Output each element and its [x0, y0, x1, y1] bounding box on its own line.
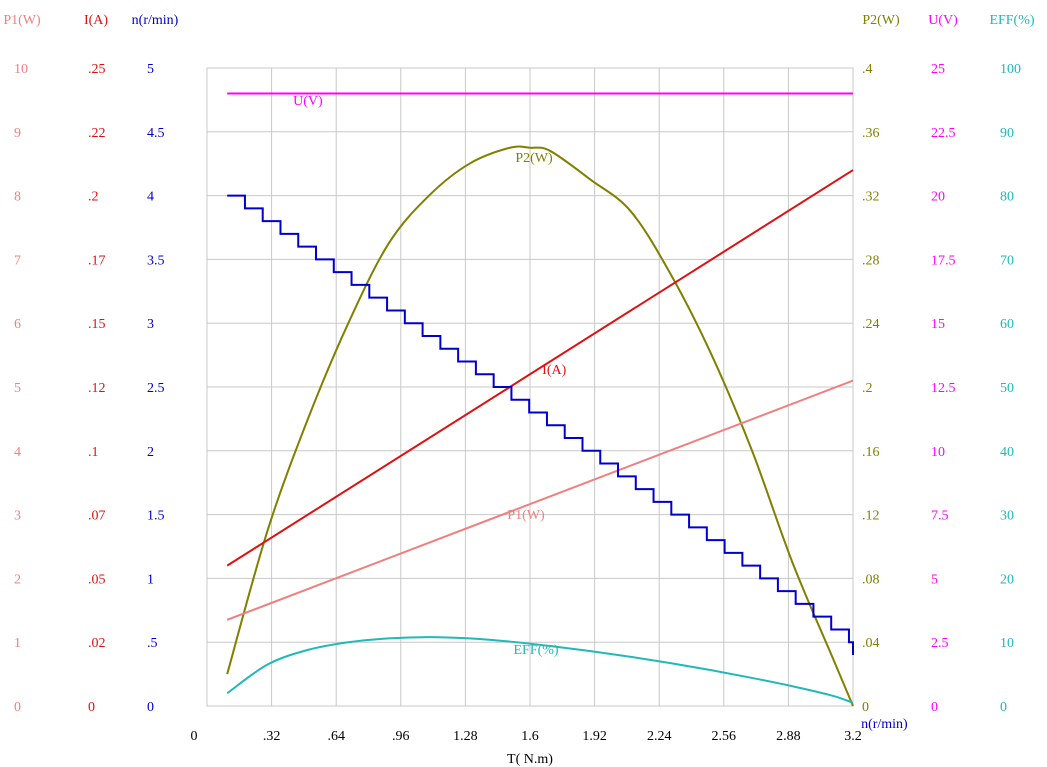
- right-axis-tick-EFF: 70: [1000, 253, 1014, 268]
- x-axis-tick: .64: [327, 729, 345, 744]
- right-axis-tick-U: 2.5: [931, 636, 949, 651]
- right-axis-tick-P2: .32: [862, 190, 880, 205]
- right-axis-tick-EFF: 20: [1000, 572, 1014, 587]
- series-label-p1: P1(W): [507, 508, 545, 523]
- left-axis-tick-n: 4.5: [147, 126, 165, 141]
- x-axis-tick: 1.6: [521, 729, 539, 744]
- x-axis-tick: 1.92: [582, 729, 607, 744]
- x-axis-tick: 2.24: [647, 729, 672, 744]
- right-axis-tick-EFF: 50: [1000, 381, 1014, 396]
- right-axis-tick-EFF: 40: [1000, 445, 1014, 460]
- right-axis-tick-U: 20: [931, 190, 945, 205]
- series-label-i: I(A): [542, 363, 566, 378]
- x-axis-tick: 2.56: [712, 729, 737, 744]
- left-axis-title-P1: P1(W): [3, 13, 41, 28]
- left-axis-tick-I: .12: [88, 381, 106, 396]
- left-axis-tick-P1: 9: [14, 126, 21, 141]
- left-axis-title-n: n(r/min): [132, 13, 179, 28]
- x-axis-tick: 1.28: [453, 729, 478, 744]
- left-axis-tick-P1: 1: [14, 636, 21, 651]
- series-line-p2: [226, 145, 854, 707]
- x-axis-title: T( N.m): [507, 752, 553, 767]
- left-axis-tick-P1: 6: [14, 317, 21, 332]
- plot-grid: [206, 67, 854, 707]
- left-axis-tick-P1: 5: [14, 381, 21, 396]
- left-axis-tick-I: .1: [88, 445, 99, 460]
- right-axis-tick-P2: .04: [862, 636, 880, 651]
- left-axis-tick-n: 5: [147, 62, 154, 77]
- right-axis-tick-EFF: 30: [1000, 509, 1014, 524]
- left-axis-tick-I: .17: [88, 253, 106, 268]
- right-axis-tick-EFF: 10: [1000, 636, 1014, 651]
- x-axis-tick: .32: [263, 729, 281, 744]
- right-axis-tick-U: 10: [931, 445, 945, 460]
- left-axis-tick-I: .2: [88, 190, 99, 205]
- left-axis-tick-I: .25: [88, 62, 106, 77]
- left-axis-tick-P1: 10: [14, 62, 28, 77]
- right-axis-tick-P2: .08: [862, 572, 880, 587]
- left-axis-tick-I: .02: [88, 636, 106, 651]
- left-axis-tick-n: 2.5: [147, 381, 165, 396]
- series-line-i: [226, 169, 854, 567]
- left-axis-title-I: I(A): [84, 13, 108, 28]
- left-axis-tick-I: .07: [88, 509, 106, 524]
- series-layer: U(V) P2(W) I(A) P1(W) n(r/min) EFF(%): [226, 92, 908, 732]
- right-axis-tick-EFF: 100: [1000, 62, 1021, 77]
- left-axis-tick-I: 0: [88, 700, 95, 715]
- x-axis-tick: 0: [191, 729, 198, 744]
- left-axis-tick-P1: 7: [14, 253, 21, 268]
- right-axis-tick-U: 7.5: [931, 509, 949, 524]
- left-axis-tick-n: 3.5: [147, 253, 165, 268]
- right-axis-tick-P2: 0: [862, 700, 869, 715]
- left-axis-tick-P1: 3: [14, 509, 21, 524]
- right-axis-title-U: U(V): [928, 13, 958, 28]
- left-axis-tick-n: 2: [147, 445, 154, 460]
- right-axis-tick-P2: .24: [862, 317, 880, 332]
- right-axis-tick-EFF: 60: [1000, 317, 1014, 332]
- right-axis-tick-P2: .28: [862, 253, 880, 268]
- left-axis-tick-P1: 0: [14, 700, 21, 715]
- left-axis-tick-I: .22: [88, 126, 106, 141]
- right-axis-tick-EFF: 80: [1000, 190, 1014, 205]
- right-axis-title-P2: P2(W): [862, 13, 900, 28]
- series-label-p2: P2(W): [515, 151, 553, 166]
- series-label-u: U(V): [293, 94, 323, 109]
- right-axis-tick-P2: .36: [862, 126, 880, 141]
- x-axis-tick: 2.88: [776, 729, 801, 744]
- left-axis-tick-n: .5: [147, 636, 158, 651]
- x-axis-tick: .96: [392, 729, 410, 744]
- left-axis-tick-I: .15: [88, 317, 106, 332]
- right-axis-tick-P2: .2: [862, 381, 873, 396]
- left-axis-tick-n: 1.5: [147, 509, 165, 524]
- left-axis-tick-I: .05: [88, 572, 106, 587]
- right-axis-tick-U: 17.5: [931, 253, 956, 268]
- right-axis-tick-U: 0: [931, 700, 938, 715]
- series-label-n: n(r/min): [861, 717, 908, 732]
- right-axis-tick-U: 22.5: [931, 126, 956, 141]
- right-axis-tick-P2: .4: [862, 62, 873, 77]
- series-line-n: [227, 194, 854, 655]
- left-axis-tick-n: 1: [147, 572, 154, 587]
- axis-labels: P1(W)012345678910I(A)0.02.05.07.1.12.15.…: [3, 13, 1035, 767]
- right-axis-tick-U: 15: [931, 317, 945, 332]
- left-axis-tick-P1: 8: [14, 190, 21, 205]
- right-axis-tick-U: 12.5: [931, 381, 956, 396]
- series-label-eff: EFF(%): [513, 643, 558, 658]
- right-axis-tick-EFF: 90: [1000, 126, 1014, 141]
- left-axis-tick-n: 0: [147, 700, 154, 715]
- plot-frame: [206, 67, 854, 707]
- left-axis-tick-n: 4: [147, 190, 154, 205]
- right-axis-tick-P2: .16: [862, 445, 880, 460]
- right-axis-tick-U: 5: [931, 572, 938, 587]
- series-line-p1: [226, 379, 854, 621]
- left-axis-tick-n: 3: [147, 317, 154, 332]
- right-axis-tick-U: 25: [931, 62, 945, 77]
- right-axis-title-EFF: EFF(%): [989, 13, 1034, 28]
- left-axis-tick-P1: 2: [14, 572, 21, 587]
- right-axis-tick-EFF: 0: [1000, 700, 1007, 715]
- left-axis-tick-P1: 4: [14, 445, 21, 460]
- right-axis-tick-P2: .12: [862, 509, 880, 524]
- x-axis-tick: 3.2: [844, 729, 862, 744]
